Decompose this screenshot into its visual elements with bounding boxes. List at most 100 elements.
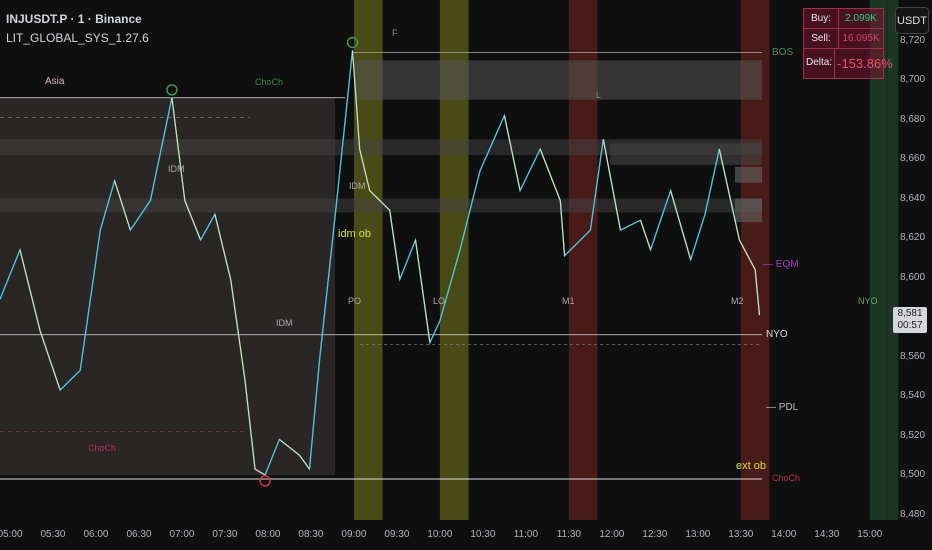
price-segment — [19, 249, 41, 331]
x-tick-label: 14:00 — [771, 529, 797, 540]
buy-row: Buy: 2.099K — [804, 9, 883, 29]
price-segment — [369, 190, 391, 211]
chart-annotation-po: PO — [348, 296, 362, 306]
chart-annotation-idm: IDM — [168, 164, 185, 174]
price-segment — [200, 214, 216, 241]
price-segment — [184, 200, 202, 241]
price-segment — [754, 269, 761, 316]
chart-annotation-extob: ext ob — [736, 460, 766, 472]
delta-value: -153.86% — [837, 56, 893, 71]
price-segment — [0, 249, 21, 300]
chart-annotation-choch: ChoCh — [772, 473, 801, 483]
indicator-title[interactable]: LIT_GLOBAL_SYS_1.27.6 — [6, 31, 149, 45]
x-tick-label: 05:00 — [0, 529, 23, 540]
price-segment — [639, 220, 652, 251]
price-segment — [399, 239, 417, 280]
currency-button[interactable]: USDT — [895, 7, 929, 34]
x-tick-label: 06:00 — [83, 529, 109, 540]
price-segment — [620, 219, 641, 231]
zone-box — [355, 60, 762, 100]
sell-value: 16.095K — [842, 33, 880, 44]
price-segment — [459, 170, 481, 250]
price-segment — [589, 139, 604, 231]
chart-annotation-choch: ChoCh — [255, 77, 284, 87]
zone-box — [0, 198, 762, 213]
current-price: 8,581 — [897, 308, 923, 319]
chart-annotation-eqm: — EQM — [763, 259, 799, 270]
price-segment — [704, 148, 720, 215]
price-segment — [602, 139, 622, 231]
x-tick-label: 09:30 — [384, 529, 410, 540]
x-tick-label: 07:30 — [212, 529, 238, 540]
price-segment — [670, 190, 692, 260]
session-band — [869, 0, 899, 520]
price-segment — [559, 200, 566, 256]
x-tick-label: 13:00 — [685, 529, 711, 540]
price-segment — [649, 190, 672, 251]
symbol-title[interactable]: INJUSDT.P · 1 · Binance — [6, 12, 142, 26]
price-segment — [334, 119, 346, 215]
candle-countdown: 00:57 — [897, 320, 923, 331]
price-segment — [298, 454, 310, 470]
chart-annotation-m: M2 — [731, 296, 744, 306]
x-tick-label: 07:00 — [169, 529, 195, 540]
chart-annotation-bos: BOS — [772, 47, 794, 58]
price-segment — [359, 148, 371, 191]
buy-label: Buy: — [804, 9, 839, 28]
chart-annotation-lo: LO — [433, 296, 446, 306]
sell-label: Sell: — [804, 29, 839, 48]
price-segment — [503, 115, 521, 191]
zone-box — [0, 139, 762, 156]
chart-annotation-m: M1 — [562, 296, 575, 306]
price-segment — [214, 214, 232, 280]
x-tick-label: 10:30 — [470, 529, 496, 540]
sell-row: Sell: 16.095K — [804, 29, 883, 49]
y-tick-label: 8,600 — [900, 271, 926, 283]
price-segment — [59, 369, 81, 391]
price-segment — [539, 148, 561, 201]
y-tick-label: 8,700 — [900, 74, 926, 85]
chart-annotation-pdl: — PDL — [766, 402, 799, 413]
zone-box — [610, 143, 762, 165]
y-tick-label: 8,520 — [900, 429, 926, 441]
chart-annotation-l: L — [596, 90, 602, 100]
price-segment — [171, 97, 186, 201]
delta-row: Delta: -153.86% — [804, 49, 893, 78]
x-tick-label: 15:00 — [857, 529, 883, 540]
chart-annotation-asia: Asia — [45, 76, 65, 87]
current-price-label: 8,581 00:57 — [893, 307, 927, 333]
y-tick-label: 8,620 — [900, 232, 926, 243]
y-tick-label: 8,560 — [900, 350, 926, 362]
zone-box — [735, 166, 762, 183]
price-segment — [718, 148, 740, 241]
x-tick-label: 12:00 — [599, 529, 625, 540]
chart-annotation-idm: IDM — [276, 318, 293, 328]
y-tick-label: 8,480 — [900, 508, 926, 520]
x-tick-label: 08:00 — [255, 529, 281, 540]
y-tick-label: 8,640 — [900, 192, 926, 204]
swing-low-marker — [259, 475, 271, 487]
y-tick-label: 8,500 — [900, 469, 926, 480]
price-segment — [479, 115, 505, 172]
x-tick-label: 09:00 — [341, 529, 367, 540]
price-segment — [439, 249, 461, 322]
price-segment — [738, 239, 756, 270]
y-tick-label: 8,680 — [900, 113, 926, 125]
delta-label: Delta: — [804, 49, 836, 78]
price-segment — [389, 210, 401, 280]
x-tick-label: 06:30 — [126, 529, 152, 540]
chart-annotation-nyo: NYO — [766, 329, 788, 340]
price-segment — [519, 148, 541, 191]
x-tick-label: 14:30 — [814, 529, 840, 540]
price-segment — [244, 380, 256, 470]
price-segment — [99, 180, 116, 231]
price-segment — [564, 229, 591, 257]
y-tick-label: 8,540 — [900, 390, 926, 401]
x-tick-label: 10:00 — [427, 529, 453, 540]
price-segment — [79, 230, 101, 371]
price-segment — [318, 214, 336, 361]
price-segment — [149, 97, 173, 201]
price-segment — [39, 330, 61, 391]
price-segment — [230, 279, 246, 381]
